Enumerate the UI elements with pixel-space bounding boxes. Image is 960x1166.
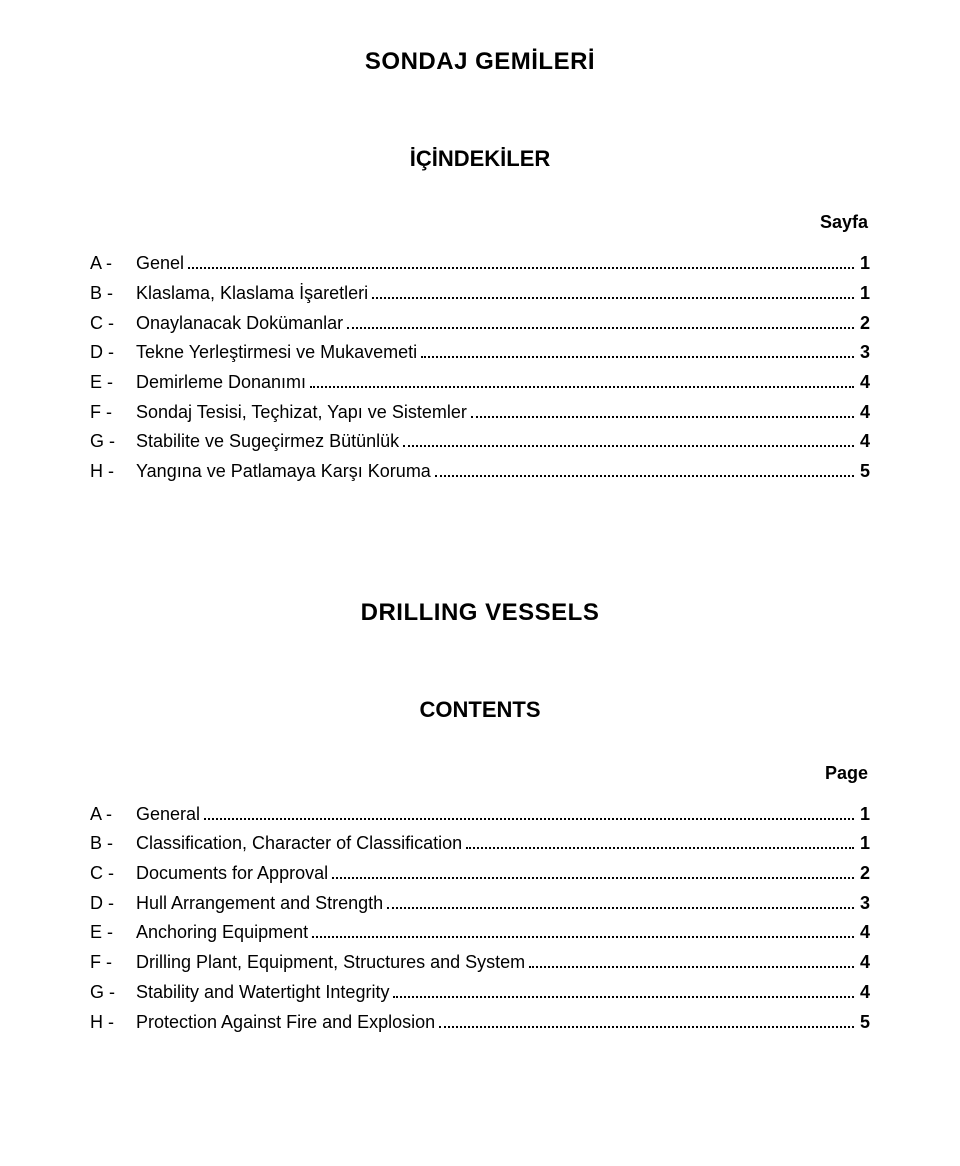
toc-row: B - Classification, Character of Classif…	[90, 831, 870, 855]
toc-row: F - Sondaj Tesisi, Teçhizat, Yapı ve Sis…	[90, 399, 870, 423]
toc-heading-en: CONTENTS	[90, 697, 870, 723]
toc-row: A - Genel 1	[90, 251, 870, 275]
toc-row: G - Stabilite ve Sugeçirmez Bütünlük 4	[90, 429, 870, 453]
toc-page: 4	[858, 371, 870, 394]
toc-page: 1	[858, 282, 870, 305]
toc-letter: E -	[90, 371, 136, 394]
document-page: SONDAJ GEMİLERİ İÇİNDEKİLER Sayfa A - Ge…	[0, 0, 960, 1166]
toc-text: Yangına ve Patlamaya Karşı Koruma	[136, 460, 431, 483]
toc-page: 4	[858, 401, 870, 424]
dot-leader	[347, 310, 854, 328]
toc-page: 2	[858, 862, 870, 885]
toc-text: Genel	[136, 252, 184, 275]
toc-row: E - Demirleme Donanımı 4	[90, 370, 870, 394]
toc-text: General	[136, 803, 200, 826]
toc-letter: F -	[90, 401, 136, 424]
dot-leader	[393, 980, 854, 998]
page-label-tr: Sayfa	[90, 212, 870, 233]
toc-page: 3	[858, 892, 870, 915]
dot-leader	[435, 459, 854, 477]
toc-text: Protection Against Fire and Explosion	[136, 1011, 435, 1034]
toc-letter: E -	[90, 921, 136, 944]
toc-page: 4	[858, 981, 870, 1004]
toc-page: 1	[858, 252, 870, 275]
document-title-en: DRILLING VESSELS	[90, 599, 870, 627]
dot-leader	[372, 281, 854, 299]
toc-text: Drilling Plant, Equipment, Structures an…	[136, 951, 525, 974]
document-title-tr: SONDAJ GEMİLERİ	[90, 48, 870, 76]
toc-row: G - Stability and Watertight Integrity 4	[90, 980, 870, 1004]
toc-row: H - Yangına ve Patlamaya Karşı Koruma 5	[90, 459, 870, 483]
toc-text: Hull Arrangement and Strength	[136, 892, 383, 915]
toc-page: 3	[858, 341, 870, 364]
toc-row: H - Protection Against Fire and Explosio…	[90, 1009, 870, 1033]
dot-leader	[439, 1009, 854, 1027]
dot-leader	[312, 920, 854, 938]
dot-leader	[332, 861, 854, 879]
dot-leader	[421, 340, 854, 358]
dot-leader	[403, 429, 854, 447]
toc-page: 4	[858, 430, 870, 453]
toc-letter: D -	[90, 341, 136, 364]
page-label-en: Page	[90, 763, 870, 784]
toc-row: A - General 1	[90, 802, 870, 826]
toc-letter: H -	[90, 1011, 136, 1034]
toc-text: Documents for Approval	[136, 862, 328, 885]
section-spacer	[90, 489, 870, 599]
toc-text: Classification, Character of Classificat…	[136, 832, 462, 855]
toc-letter: G -	[90, 430, 136, 453]
dot-leader	[529, 950, 854, 968]
toc-heading-tr: İÇİNDEKİLER	[90, 146, 870, 172]
toc-page: 5	[858, 460, 870, 483]
toc-row: D - Hull Arrangement and Strength 3	[90, 891, 870, 915]
dot-leader	[471, 399, 854, 417]
toc-text: Anchoring Equipment	[136, 921, 308, 944]
toc-row: E - Anchoring Equipment 4	[90, 920, 870, 944]
toc-letter: H -	[90, 460, 136, 483]
toc-letter: F -	[90, 951, 136, 974]
toc-page: 5	[858, 1011, 870, 1034]
toc-list-tr: A - Genel 1 B - Klaslama, Klaslama İşare…	[90, 251, 870, 483]
toc-text: Tekne Yerleştirmesi ve Mukavemeti	[136, 341, 417, 364]
toc-page: 1	[858, 832, 870, 855]
toc-text: Stability and Watertight Integrity	[136, 981, 389, 1004]
toc-row: D - Tekne Yerleştirmesi ve Mukavemeti 3	[90, 340, 870, 364]
dot-leader	[387, 891, 854, 909]
toc-text: Klaslama, Klaslama İşaretleri	[136, 282, 368, 305]
toc-letter: A -	[90, 803, 136, 826]
toc-row: F - Drilling Plant, Equipment, Structure…	[90, 950, 870, 974]
dot-leader	[204, 802, 854, 820]
dot-leader	[310, 370, 854, 388]
toc-row: C - Onaylanacak Dokümanlar 2	[90, 310, 870, 334]
toc-letter: D -	[90, 892, 136, 915]
toc-row: C - Documents for Approval 2	[90, 861, 870, 885]
toc-page: 4	[858, 951, 870, 974]
toc-row: B - Klaslama, Klaslama İşaretleri 1	[90, 281, 870, 305]
toc-page: 4	[858, 921, 870, 944]
toc-letter: G -	[90, 981, 136, 1004]
toc-page: 1	[858, 803, 870, 826]
toc-text: Onaylanacak Dokümanlar	[136, 312, 343, 335]
toc-text: Demirleme Donanımı	[136, 371, 306, 394]
toc-letter: B -	[90, 832, 136, 855]
toc-text: Stabilite ve Sugeçirmez Bütünlük	[136, 430, 399, 453]
toc-letter: A -	[90, 252, 136, 275]
toc-page: 2	[858, 312, 870, 335]
dot-leader	[466, 831, 854, 849]
dot-leader	[188, 251, 854, 269]
toc-list-en: A - General 1 B - Classification, Charac…	[90, 802, 870, 1034]
toc-text: Sondaj Tesisi, Teçhizat, Yapı ve Sisteml…	[136, 401, 467, 424]
toc-letter: C -	[90, 862, 136, 885]
toc-letter: B -	[90, 282, 136, 305]
toc-letter: C -	[90, 312, 136, 335]
